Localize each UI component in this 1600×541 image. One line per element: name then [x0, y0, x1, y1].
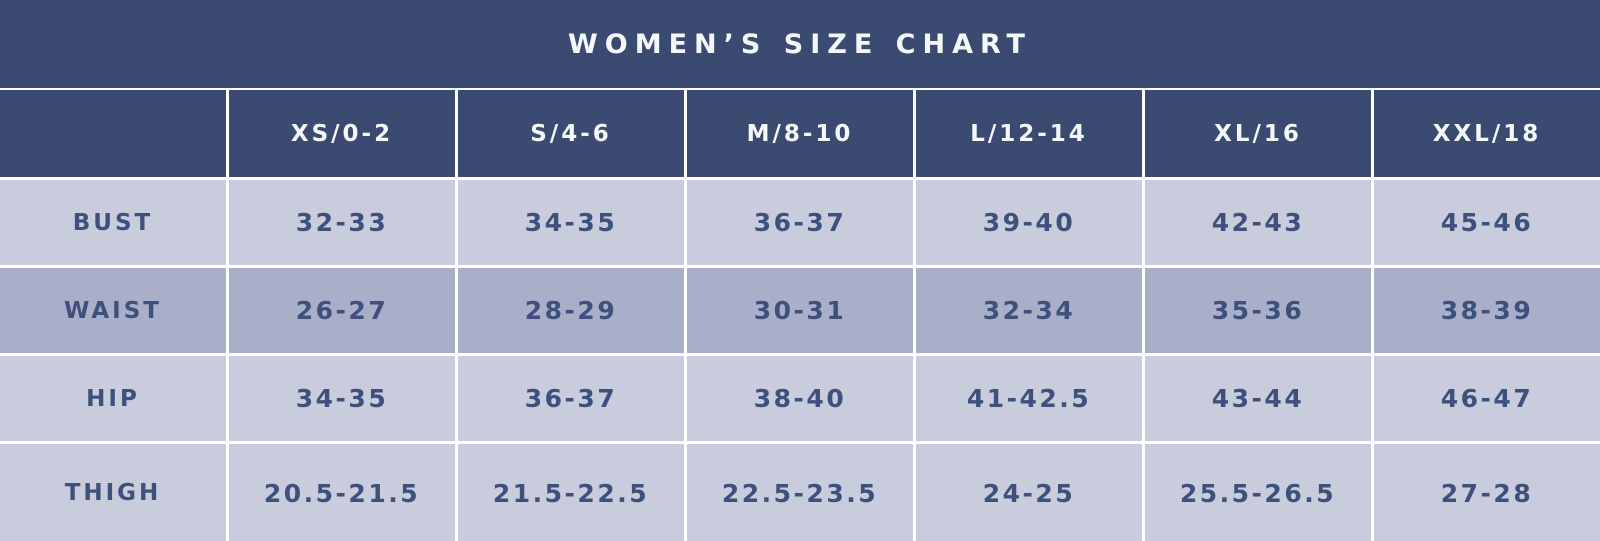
- column-header-xxl: XXL/18: [1374, 90, 1600, 177]
- thigh-value-xl: 25.5-26.5: [1145, 444, 1371, 541]
- column-header-xl: XL/16: [1145, 90, 1371, 177]
- column-header-l: L/12-14: [916, 90, 1142, 177]
- waist-value-xl: 35-36: [1145, 268, 1371, 353]
- table-row-waist: WAIST 26-27 28-29 30-31 32-34 35-36 38-3…: [0, 268, 1600, 353]
- waist-value-m: 30-31: [687, 268, 913, 353]
- table-row-hip: HIP 34-35 36-37 38-40 41-42.5 43-44 46-4…: [0, 356, 1600, 441]
- column-header-row: XS/0-2 S/4-6 M/8-10 L/12-14 XL/16 XXL/18: [0, 90, 1600, 177]
- corner-cell-empty: [0, 90, 226, 177]
- hip-value-xs: 34-35: [229, 356, 455, 441]
- bust-value-xs: 32-33: [229, 180, 455, 265]
- hip-value-l: 41-42.5: [916, 356, 1142, 441]
- thigh-value-m: 22.5-23.5: [687, 444, 913, 541]
- column-header-xs: XS/0-2: [229, 90, 455, 177]
- hip-value-xl: 43-44: [1145, 356, 1371, 441]
- table-row-thigh: THIGH 20.5-21.5 21.5-22.5 22.5-23.5 24-2…: [0, 444, 1600, 541]
- bust-value-m: 36-37: [687, 180, 913, 265]
- thigh-value-xs: 20.5-21.5: [229, 444, 455, 541]
- column-header-s: S/4-6: [458, 90, 684, 177]
- thigh-value-s: 21.5-22.5: [458, 444, 684, 541]
- waist-value-s: 28-29: [458, 268, 684, 353]
- waist-value-xxl: 38-39: [1374, 268, 1600, 353]
- row-label-thigh: THIGH: [0, 444, 226, 541]
- row-label-waist: WAIST: [0, 268, 226, 353]
- row-label-bust: BUST: [0, 180, 226, 265]
- hip-value-xxl: 46-47: [1374, 356, 1600, 441]
- chart-title-bar: WOMEN’S SIZE CHART: [0, 0, 1600, 88]
- column-header-m: M/8-10: [687, 90, 913, 177]
- bust-value-s: 34-35: [458, 180, 684, 265]
- bust-value-xl: 42-43: [1145, 180, 1371, 265]
- hip-value-m: 38-40: [687, 356, 913, 441]
- table-row-bust: BUST 32-33 34-35 36-37 39-40 42-43 45-46: [0, 180, 1600, 265]
- waist-value-l: 32-34: [916, 268, 1142, 353]
- bust-value-l: 39-40: [916, 180, 1142, 265]
- thigh-value-l: 24-25: [916, 444, 1142, 541]
- thigh-value-xxl: 27-28: [1374, 444, 1600, 541]
- row-label-hip: HIP: [0, 356, 226, 441]
- chart-title: WOMEN’S SIZE CHART: [568, 28, 1032, 60]
- bust-value-xxl: 45-46: [1374, 180, 1600, 265]
- waist-value-xs: 26-27: [229, 268, 455, 353]
- hip-value-s: 36-37: [458, 356, 684, 441]
